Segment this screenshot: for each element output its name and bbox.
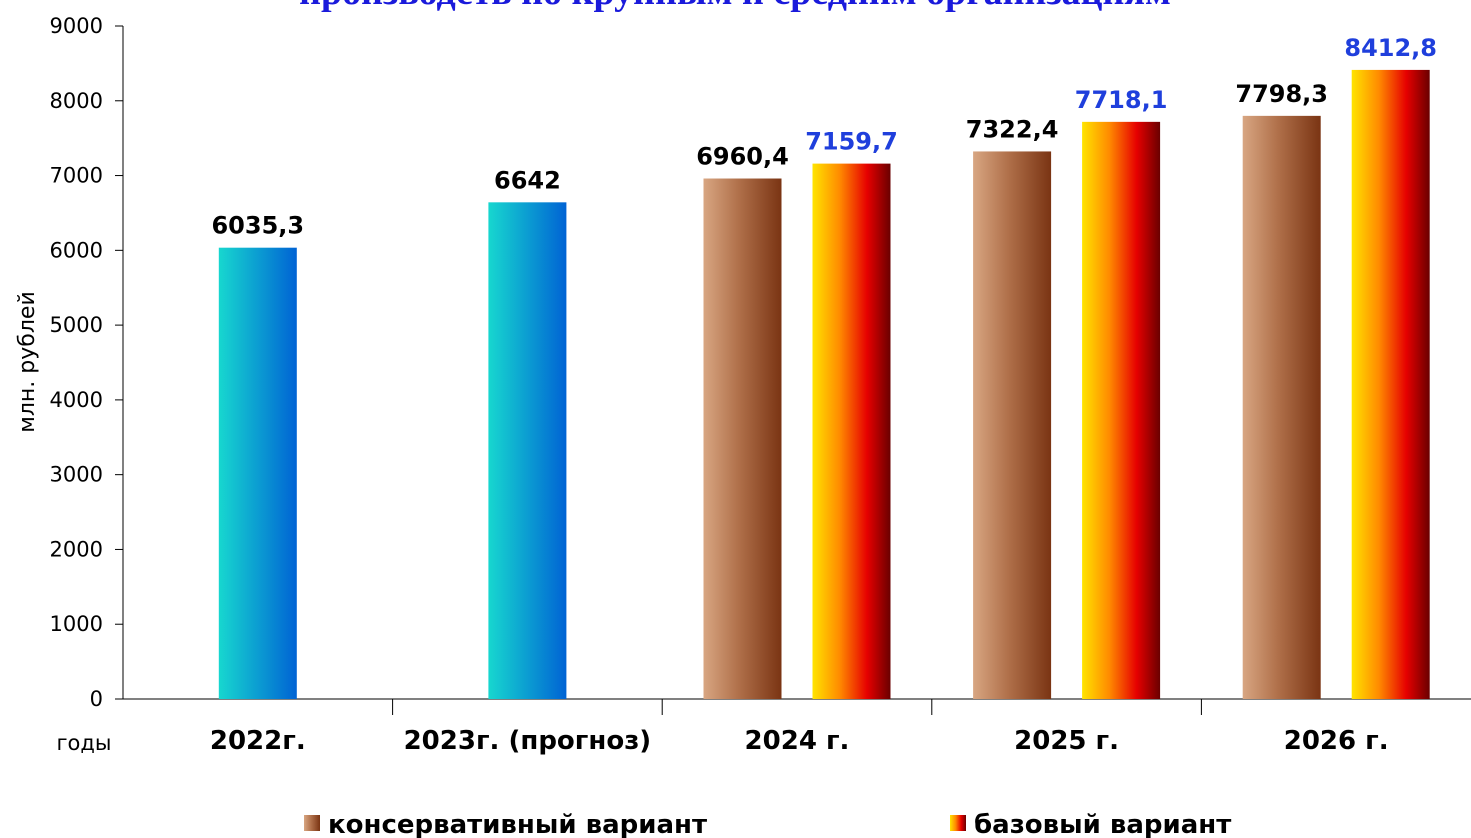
legend-swatch-base — [950, 815, 966, 831]
axes: 0 1000 2000 3000 4000 5000 6000 7000 8000 9000 202… — [50, 14, 1471, 756]
legend-label-base: базовый вариант — [974, 810, 1231, 838]
actual-bar — [488, 202, 567, 700]
actual-bar — [218, 247, 297, 700]
y-tick-label: 4000 — [50, 388, 103, 412]
data-labels: 6035,3 6642 6960,4 7322,4 7798,3 7159,7 7718,1… — [211, 34, 1437, 240]
y-axis-label: млн. рублей — [15, 291, 40, 432]
conservative-data-label: 7322,4 — [966, 115, 1059, 143]
y-tick-label: 0 — [90, 687, 103, 711]
bars — [218, 69, 1430, 700]
y-tick-label: 2000 — [50, 537, 103, 561]
chart-title: производств по крупным и средним организ… — [299, 0, 1171, 13]
x-tick-label: 2025 г. — [1014, 726, 1119, 756]
legend-swatch-conservative — [304, 815, 320, 831]
y-tick-label: 8000 — [50, 89, 103, 113]
actual-data-label: 6642 — [494, 166, 561, 194]
x-tick-label: 2026 г. — [1284, 726, 1389, 756]
x-tick-label: 2023г. (прогноз) — [404, 726, 652, 756]
y-tick-label: 5000 — [50, 313, 103, 337]
x-tick-label: 2022г. — [210, 726, 306, 756]
y-tick-label: 6000 — [50, 238, 103, 262]
base-bar — [1351, 69, 1430, 700]
conservative-bar — [703, 178, 782, 700]
actual-data-label: 6035,3 — [211, 212, 304, 240]
y-tick-label: 1000 — [50, 612, 103, 636]
conservative-bar — [1242, 115, 1321, 699]
base-bar — [812, 163, 891, 700]
base-bar — [1082, 121, 1161, 699]
y-tick-label: 7000 — [50, 164, 103, 188]
legend-label-conservative: консервативный вариант — [328, 810, 707, 838]
conservative-data-label: 7798,3 — [1235, 80, 1328, 108]
x-tick-label: 2024 г. — [745, 726, 850, 756]
base-data-label: 8412,8 — [1344, 34, 1437, 62]
y-tick-label: 3000 — [50, 463, 103, 487]
base-data-label: 7159,7 — [805, 128, 898, 156]
y-tick-label: 9000 — [50, 14, 103, 38]
x-axis-name: годы — [57, 731, 112, 755]
base-data-label: 7718,1 — [1075, 86, 1168, 114]
conservative-bar — [973, 151, 1052, 699]
conservative-data-label: 6960,4 — [696, 143, 789, 171]
legend: консервативный вариант базовый вариант — [304, 810, 1231, 838]
